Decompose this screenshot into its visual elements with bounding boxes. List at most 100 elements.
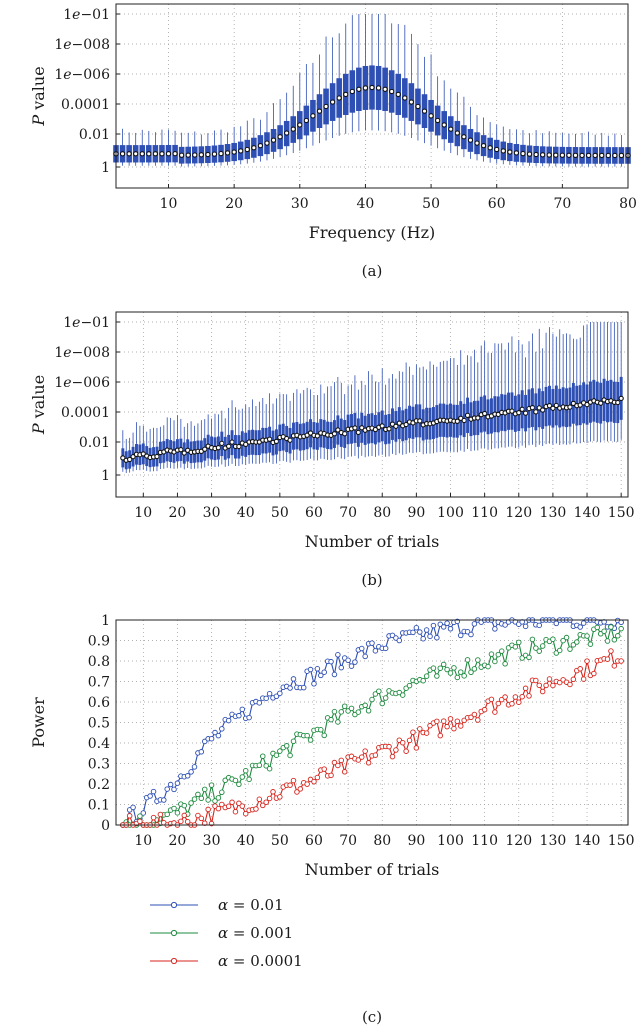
box-median xyxy=(415,103,421,110)
series-marker xyxy=(454,674,461,681)
x-tick-label: 50 xyxy=(422,196,440,212)
series-marker xyxy=(386,743,392,750)
box-median xyxy=(352,425,358,431)
series-marker xyxy=(181,812,188,819)
box-median xyxy=(526,151,533,157)
x-tick-label: 60 xyxy=(305,505,323,521)
series-marker xyxy=(509,700,515,707)
series-marker xyxy=(417,726,423,732)
y-tick-label: 1e−006 xyxy=(54,67,110,83)
series-marker xyxy=(570,642,577,648)
series-marker xyxy=(457,723,464,729)
series-marker xyxy=(253,806,259,812)
series-marker xyxy=(423,730,430,736)
box-median xyxy=(421,108,428,114)
box-median xyxy=(369,84,375,91)
series-marker xyxy=(318,727,324,733)
panel-label: (b) xyxy=(361,571,382,589)
series-marker xyxy=(577,666,583,672)
series-marker xyxy=(444,666,450,673)
series-marker xyxy=(447,670,454,676)
box-median xyxy=(329,99,336,105)
x-tick-label: 30 xyxy=(203,505,221,521)
box-median xyxy=(553,152,559,158)
series-marker xyxy=(444,723,450,730)
y-tick-label: 1e−01 xyxy=(63,315,110,331)
y-tick-label: 0.3 xyxy=(88,757,110,773)
y-tick-label: 1 xyxy=(101,160,110,176)
box-median xyxy=(119,151,126,157)
series-marker xyxy=(188,769,194,775)
x-tick-label: 140 xyxy=(574,833,601,849)
x-tick-label: 110 xyxy=(471,505,498,521)
x-tick-label: 140 xyxy=(574,505,601,521)
series-marker xyxy=(471,666,478,672)
box-median xyxy=(218,150,224,157)
series-marker xyxy=(365,760,372,766)
box-median xyxy=(467,137,474,143)
series-marker xyxy=(471,621,478,627)
box-median xyxy=(225,443,232,449)
box-median xyxy=(461,134,467,140)
series-marker xyxy=(533,645,539,651)
series-marker xyxy=(335,719,341,725)
series-marker xyxy=(410,729,416,735)
box-median xyxy=(236,443,242,450)
series-marker xyxy=(611,663,618,669)
x-tick-label: 60 xyxy=(488,196,506,212)
box-median xyxy=(257,142,264,149)
box-median xyxy=(615,399,621,406)
series-marker xyxy=(413,624,420,631)
legend-swatch-marker xyxy=(170,957,178,965)
series-marker xyxy=(591,670,597,677)
series-marker xyxy=(382,695,389,701)
box-median xyxy=(454,130,460,136)
series-marker xyxy=(328,658,334,665)
y-tick-label: 0.1 xyxy=(88,798,110,814)
box-median xyxy=(612,152,618,159)
series-marker xyxy=(468,714,474,721)
series-marker xyxy=(604,656,611,662)
box-median xyxy=(585,152,592,159)
x-tick-label: 40 xyxy=(357,196,375,212)
legend-swatch-marker xyxy=(170,901,178,909)
series-marker xyxy=(618,625,624,632)
series-marker xyxy=(215,805,222,812)
x-tick-label: 40 xyxy=(237,833,255,849)
series-marker xyxy=(341,703,348,709)
box-median xyxy=(494,146,500,153)
series-marker xyxy=(150,788,157,795)
y-tick-label: 0.5 xyxy=(88,716,110,732)
box-median xyxy=(178,152,185,158)
legend: α = 0.01 α = 0.001 α = 0.0001 xyxy=(150,896,303,970)
box-median xyxy=(533,151,539,158)
series-marker xyxy=(256,762,263,769)
x-tick-label: 10 xyxy=(160,196,178,212)
series-marker xyxy=(355,757,362,763)
box-median xyxy=(546,152,552,158)
series-marker xyxy=(580,620,587,626)
series-marker xyxy=(464,657,471,663)
series-marker xyxy=(174,780,181,786)
series-marker xyxy=(526,654,532,661)
series-marker xyxy=(225,717,232,724)
series-marker xyxy=(567,646,573,652)
series-marker xyxy=(225,803,232,810)
box-median xyxy=(178,447,184,453)
x-tick-label: 80 xyxy=(619,196,637,212)
series-marker xyxy=(556,647,563,654)
series-marker xyxy=(359,645,365,652)
box-median xyxy=(529,404,536,411)
x-tick-label: 20 xyxy=(225,196,243,212)
series-marker xyxy=(502,694,508,700)
box-median xyxy=(448,126,454,132)
box-median xyxy=(379,423,385,429)
series-marker xyxy=(457,632,464,639)
x-tick-label: 90 xyxy=(407,833,425,849)
box-median xyxy=(598,400,604,406)
x-tick-label: 70 xyxy=(339,505,357,521)
x-tick-label: 70 xyxy=(553,196,571,212)
panel-a: 1e−01 1e−008 1e−006 0.0001 0.01 1 10 20 30 40 50 60… xyxy=(29,3,637,280)
series-marker xyxy=(273,693,280,700)
